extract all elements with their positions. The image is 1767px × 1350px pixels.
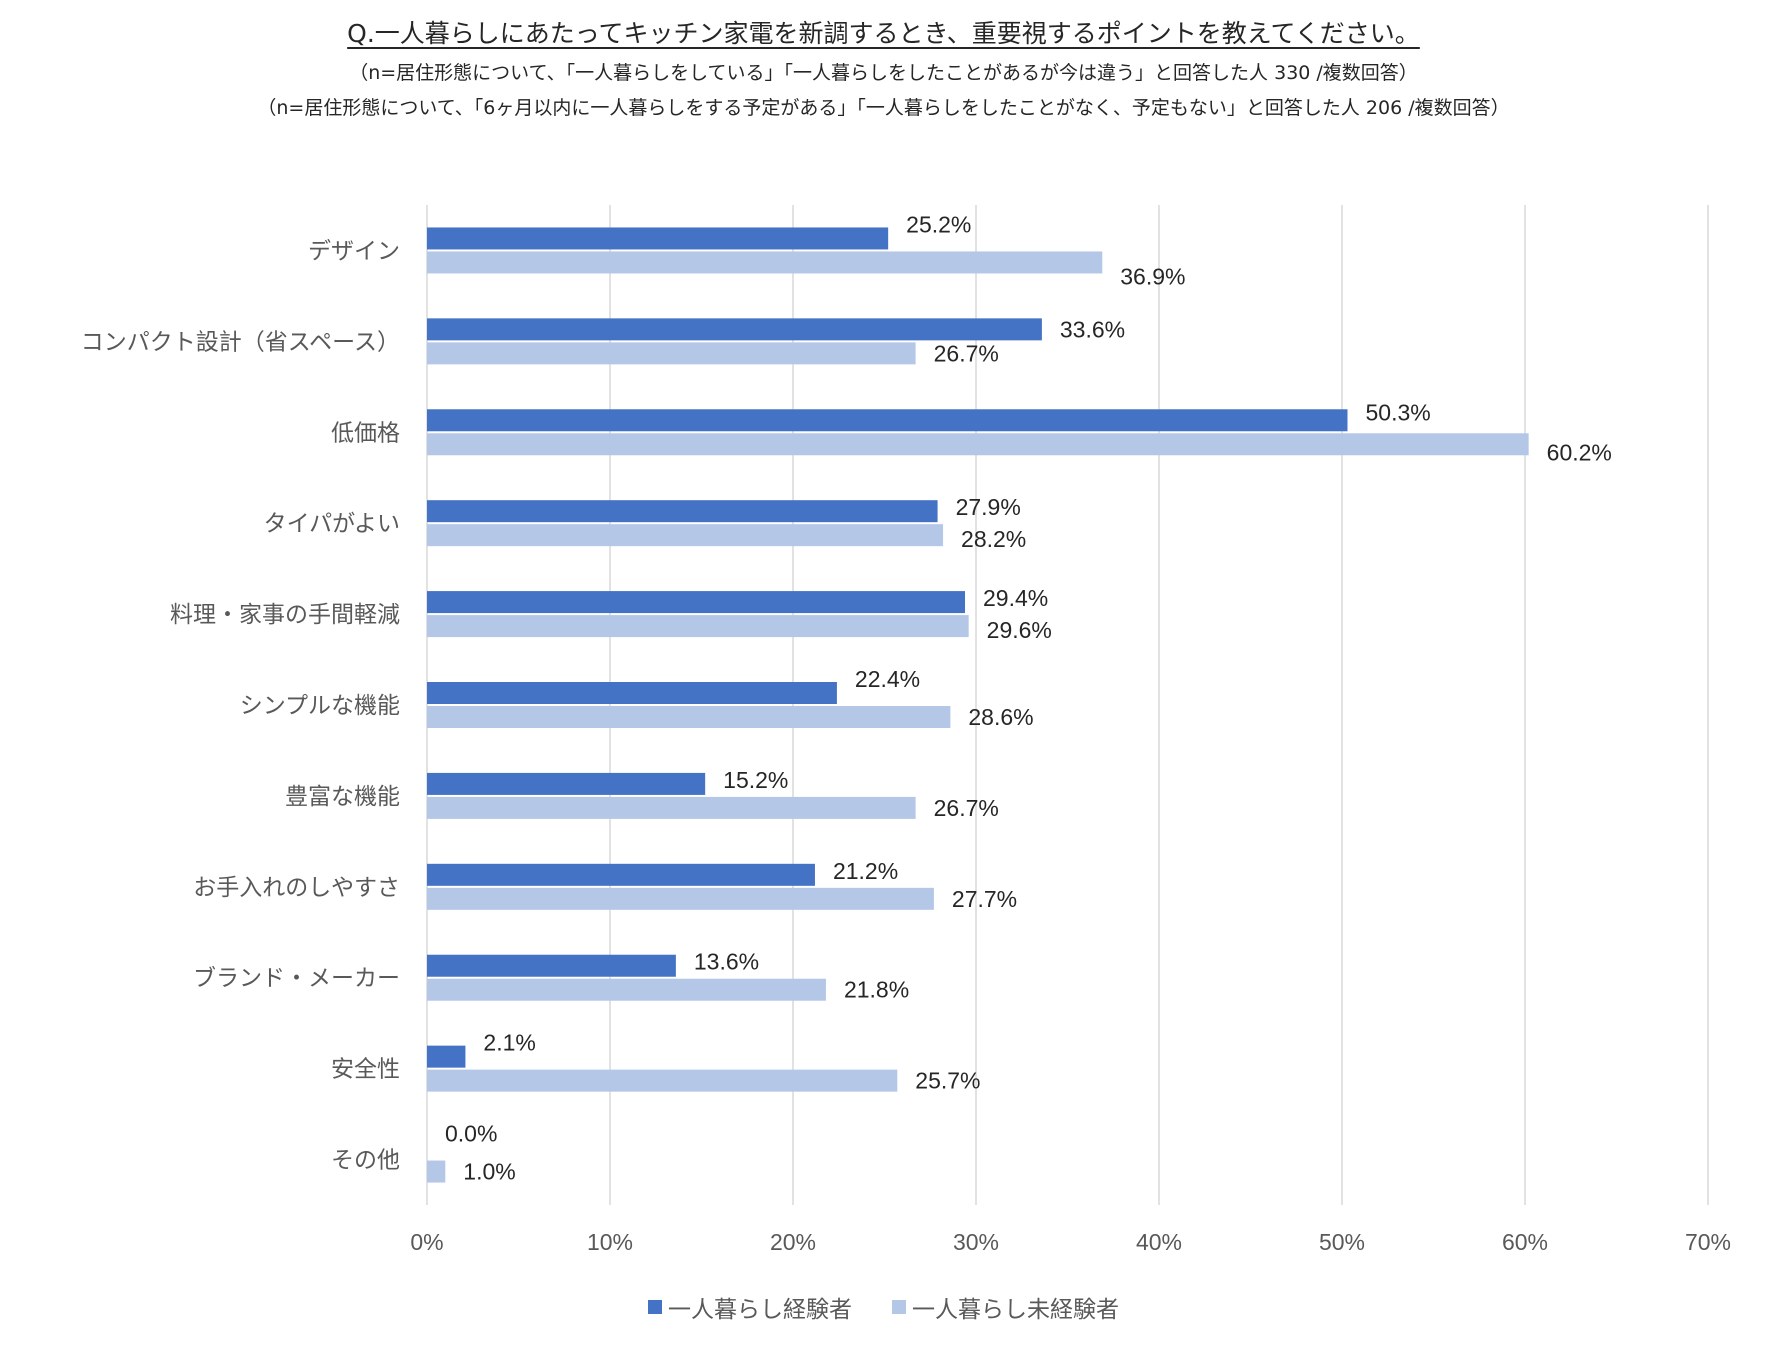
x-tick-label: 60% — [1502, 1229, 1548, 1255]
data-label-series2: 26.7% — [934, 795, 999, 821]
data-label-series1: 27.9% — [956, 494, 1021, 520]
data-label-series2: 1.0% — [463, 1159, 515, 1185]
bar-series2 — [427, 1160, 446, 1183]
chart-subtitle-2: （n=居住形態について、「6ヶ月以内に一人暮らしをする予定がある」「一人暮らしを… — [257, 97, 1510, 119]
data-label-series2: 36.9% — [1120, 263, 1185, 289]
x-tick-label: 20% — [770, 1229, 816, 1255]
bar-series1 — [427, 863, 815, 886]
bar-series1 — [427, 227, 889, 250]
category-label: ブランド・メーカー — [193, 966, 400, 992]
legend-swatch-series1 — [648, 1300, 662, 1314]
data-label-series1: 50.3% — [1365, 399, 1430, 425]
data-label-series2: 60.2% — [1547, 439, 1612, 465]
bar-series2 — [427, 342, 916, 365]
bar-series1 — [427, 682, 837, 704]
category-label: タイパがよい — [264, 511, 400, 537]
data-label-series1: 2.1% — [483, 1030, 535, 1056]
data-label-series1: 33.6% — [1060, 316, 1125, 342]
data-label-series1: 0.0% — [445, 1121, 497, 1147]
data-label-series1: 25.2% — [906, 211, 971, 237]
category-label: 安全性 — [331, 1057, 400, 1083]
bar-series2 — [427, 433, 1529, 456]
category-label: シンプルな機能 — [240, 693, 400, 719]
bar-series2 — [427, 524, 944, 547]
bar-series2 — [427, 887, 934, 910]
legend: 一人暮らし経験者 一人暮らし未経験者 — [0, 1290, 1767, 1324]
x-tick-label: 50% — [1319, 1229, 1365, 1255]
category-label: コンパクト設計（省スペース） — [81, 329, 400, 355]
bar-series1 — [427, 1045, 466, 1068]
bar-series2 — [427, 251, 1103, 274]
bar-series1 — [427, 591, 966, 614]
data-label-series2: 21.8% — [844, 977, 909, 1003]
bar-series2 — [427, 615, 969, 638]
data-label-series1: 15.2% — [723, 767, 788, 793]
legend-item-series1: 一人暮らし経験者 — [648, 1290, 852, 1324]
data-label-series2: 28.6% — [968, 704, 1033, 730]
bar-series2 — [427, 706, 951, 728]
category-label: デザイン — [308, 238, 400, 264]
data-label-series1: 13.6% — [694, 949, 759, 975]
x-tick-label: 70% — [1685, 1229, 1731, 1255]
bar-series2 — [427, 1069, 898, 1092]
legend-label-series1: 一人暮らし経験者 — [668, 1297, 852, 1323]
bar-series1 — [427, 409, 1348, 432]
data-label-series2: 25.7% — [915, 1068, 980, 1094]
bar-series1 — [427, 772, 706, 795]
x-tick-label: 40% — [1136, 1229, 1182, 1255]
bar-series2 — [427, 796, 916, 819]
bar-series1 — [427, 954, 676, 977]
category-label: その他 — [331, 1148, 400, 1174]
chart-title: Q.一人暮らしにあたってキッチン家電を新調するとき、重要視するポイントを教えてく… — [347, 19, 1420, 48]
data-label-series1: 21.2% — [833, 858, 898, 884]
category-label: 料理・家事の手間軽減 — [170, 602, 400, 628]
category-label: 豊富な機能 — [285, 784, 400, 810]
data-label-series2: 28.2% — [961, 526, 1026, 552]
data-label-series1: 22.4% — [855, 666, 920, 692]
chart-subtitle-1: （n=居住形態について、「一人暮らしをしている」「一人暮らしをしたことがあるが今… — [349, 62, 1418, 84]
data-label-series2: 27.7% — [952, 886, 1017, 912]
x-tick-label: 30% — [953, 1229, 999, 1255]
x-tick-label: 0% — [410, 1229, 443, 1255]
category-label: お手入れのしやすさ — [193, 875, 400, 901]
data-label-series1: 29.4% — [983, 585, 1048, 611]
legend-label-series2: 一人暮らし未経験者 — [912, 1297, 1119, 1323]
x-tick-label: 10% — [587, 1229, 633, 1255]
bar-series1 — [427, 500, 938, 523]
data-label-series2: 29.6% — [987, 617, 1052, 643]
bar-series2 — [427, 978, 826, 1001]
legend-swatch-series2 — [892, 1300, 906, 1314]
bar-series1 — [427, 318, 1042, 341]
category-label: 低価格 — [331, 420, 400, 446]
data-label-series2: 26.7% — [934, 340, 999, 366]
legend-item-series2: 一人暮らし未経験者 — [892, 1290, 1119, 1324]
